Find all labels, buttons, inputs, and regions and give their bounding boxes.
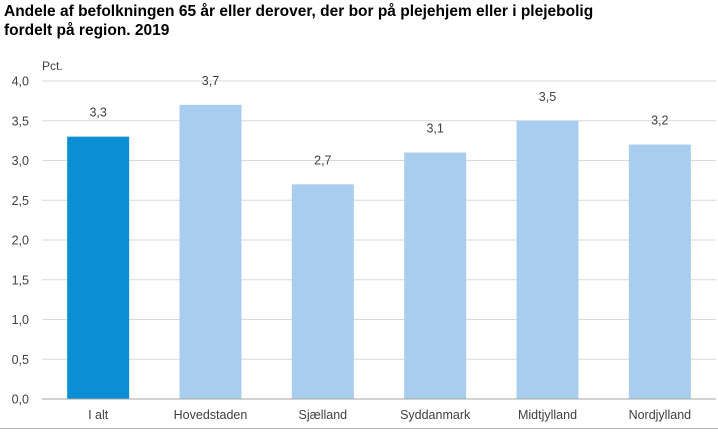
y-tick-label: 1,0: [12, 313, 29, 327]
bar: [516, 120, 579, 399]
bar: [179, 104, 242, 399]
x-tick-label: Sjælland: [299, 408, 348, 422]
bar: [67, 136, 130, 399]
y-tick-label: 4,0: [12, 75, 29, 89]
data-label: 3,3: [89, 106, 106, 120]
bars: [67, 104, 691, 399]
y-tick-label: 2,0: [12, 234, 29, 248]
x-tick-label: I alt: [88, 408, 109, 422]
x-axis-ticks: I alt Hovedstaden Sjælland Syddanmark Midtjy…: [88, 408, 691, 422]
data-label: 3,5: [539, 90, 556, 104]
y-tick-label: 0,0: [12, 393, 29, 407]
gridlines: [42, 80, 716, 360]
y-axis-ticks: 0,0 0,5 1,0 1,5 2,0 2,5 3,0 3,5 4,0: [12, 75, 29, 407]
data-label: 3,1: [426, 122, 443, 136]
chart-title-line-2: fordelt på region. 2019: [4, 22, 170, 39]
bar: [628, 144, 691, 399]
y-tick-label: 2,5: [12, 194, 29, 208]
chart-title-line-1: Andele af befolkningen 65 år eller derov…: [4, 3, 594, 20]
bar: [291, 184, 354, 399]
x-tick-label: Hovedstaden: [174, 408, 248, 422]
chart-title: Andele af befolkningen 65 år eller derov…: [4, 2, 714, 40]
bottom-divider: [0, 428, 718, 429]
y-tick-label: 3,0: [12, 154, 29, 168]
bar: [404, 152, 467, 399]
y-tick-label: 0,5: [12, 353, 29, 367]
x-tick-label: Nordjylland: [629, 408, 692, 422]
y-tick-label: 1,5: [12, 273, 29, 287]
x-tick-label: Syddanmark: [400, 408, 471, 422]
x-tick-label: Midtjylland: [518, 408, 577, 422]
y-axis-unit-label: Pct.: [42, 59, 63, 73]
data-label: 3,2: [651, 114, 668, 128]
y-tick-label: 3,5: [12, 114, 29, 128]
data-labels: 3,3 3,7 2,7 3,1 3,5 3,2: [89, 74, 668, 168]
data-label: 3,7: [202, 74, 219, 88]
data-label: 2,7: [314, 153, 331, 167]
